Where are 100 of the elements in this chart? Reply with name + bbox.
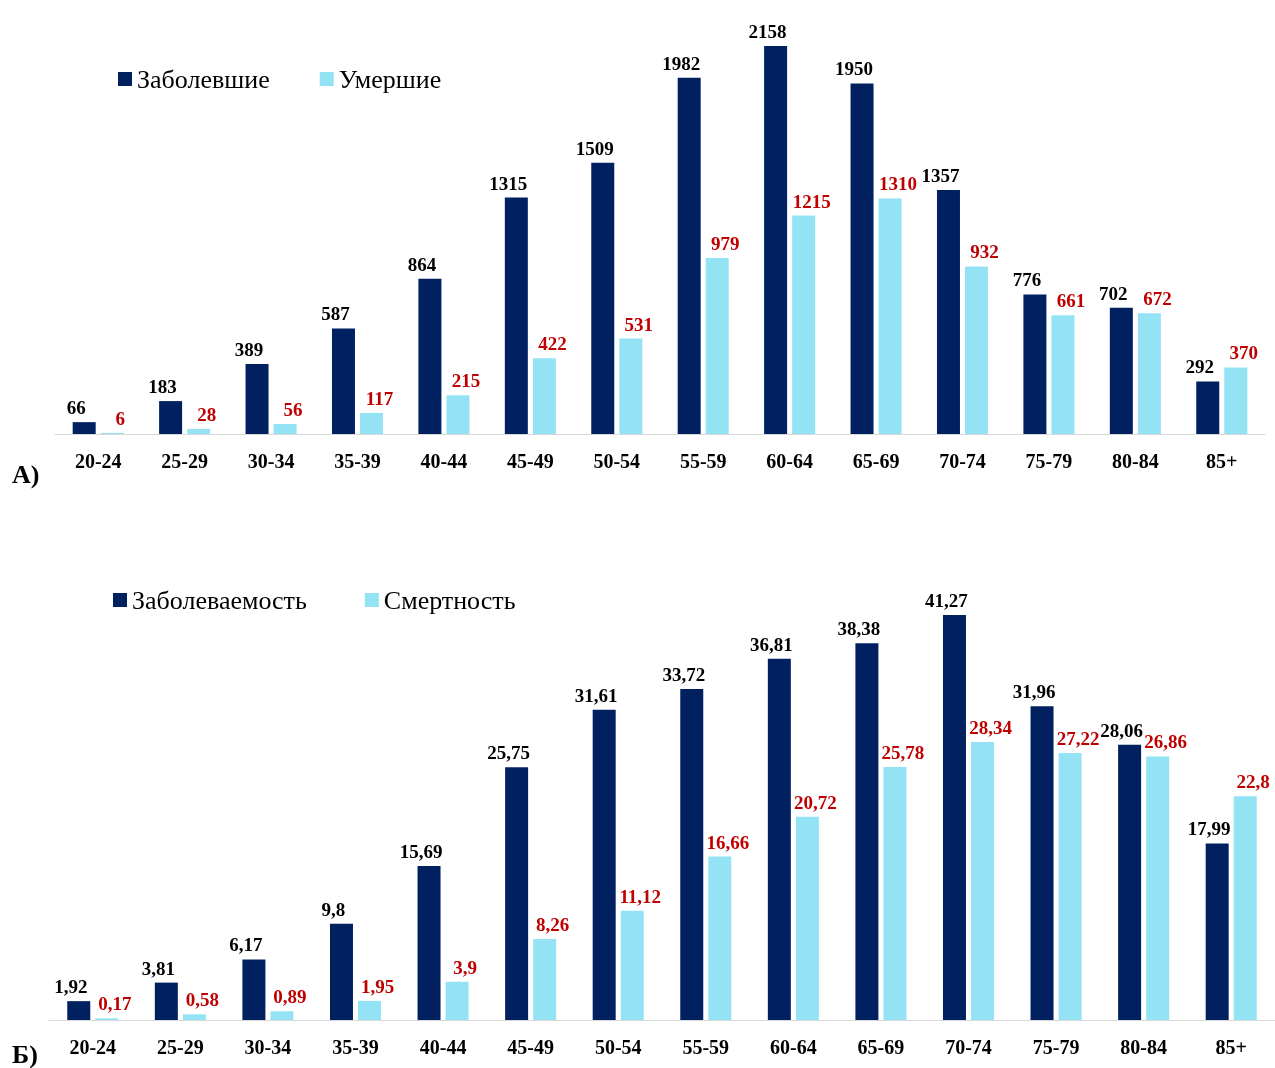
data-label: 3,81 <box>141 957 175 979</box>
x-tick-label: 50-54 <box>593 450 641 472</box>
data-label: 25,75 <box>487 742 530 764</box>
data-label: 28 <box>197 403 217 425</box>
bar <box>329 923 353 1020</box>
data-label: 41,27 <box>925 590 969 611</box>
x-tick-label: 55-59 <box>682 1036 730 1058</box>
bar <box>965 266 989 434</box>
x-tick-label: 45-49 <box>507 1036 554 1058</box>
bar <box>620 910 644 1020</box>
x-tick-label: 30-34 <box>247 450 295 472</box>
x-tick-label: 25-29 <box>157 1036 204 1058</box>
data-label: 292 <box>1185 356 1215 378</box>
bar <box>850 83 874 434</box>
data-label: 776 <box>1012 269 1042 291</box>
bar <box>360 412 384 434</box>
data-label: 587 <box>321 303 351 325</box>
data-label: 215 <box>451 370 481 392</box>
x-tick-label: 40-44 <box>420 450 468 472</box>
bar <box>1023 294 1047 434</box>
bar <box>591 162 615 434</box>
bar <box>705 257 729 434</box>
bar <box>273 423 297 434</box>
legend-label: Заболеваемость <box>132 585 307 615</box>
bar <box>532 358 556 434</box>
x-tick-label: 75-79 <box>1025 450 1073 472</box>
bar <box>792 215 816 434</box>
bar <box>1118 744 1142 1020</box>
bar <box>592 709 616 1020</box>
bar <box>1233 796 1257 1020</box>
data-label: 1,95 <box>360 975 395 997</box>
x-tick-label: 25-29 <box>161 450 208 472</box>
bar <box>764 46 788 434</box>
bar <box>505 767 529 1020</box>
data-label: 2158 <box>748 21 787 42</box>
bar <box>418 278 442 434</box>
data-label: 28,34 <box>969 716 1013 738</box>
x-tick-label: 65-69 <box>857 1036 905 1058</box>
data-label: 0,89 <box>273 986 307 1008</box>
data-label: 1315 <box>489 172 528 194</box>
data-label: 15,69 <box>399 841 443 863</box>
x-tick-label: 80-84 <box>1112 450 1159 472</box>
bar <box>855 643 879 1020</box>
bar <box>331 328 355 434</box>
bar <box>533 938 557 1020</box>
bar <box>708 856 732 1020</box>
x-tick-label: 65-69 <box>852 450 900 472</box>
data-label: 979 <box>710 232 740 254</box>
legend-label: Смертность <box>383 585 516 615</box>
x-tick-label: 35-39 <box>334 450 381 472</box>
data-label: 38,38 <box>837 618 881 640</box>
data-label: 28,06 <box>1100 719 1143 741</box>
bar <box>1146 756 1170 1020</box>
bar <box>942 615 966 1020</box>
data-label: 932 <box>970 241 999 263</box>
bar <box>417 866 441 1020</box>
x-tick-label: 80-84 <box>1120 1036 1167 1058</box>
x-tick-label: 20-24 <box>74 450 122 472</box>
bar <box>182 1014 206 1020</box>
bar <box>1196 381 1220 434</box>
data-label: 25,78 <box>881 742 925 764</box>
bar <box>971 741 995 1020</box>
bar <box>1205 843 1229 1020</box>
data-label: 16,66 <box>706 831 750 853</box>
data-label: 27,22 <box>1056 727 1100 749</box>
legend-label: Заболевшие <box>137 64 270 94</box>
data-label: 370 <box>1229 342 1259 364</box>
bar <box>936 190 960 434</box>
bar <box>446 395 470 434</box>
x-tick-label: 45-49 <box>507 450 554 472</box>
bar <box>154 982 178 1020</box>
x-tick-label: 40-44 <box>419 1036 467 1058</box>
data-label: 31,61 <box>574 684 618 706</box>
data-label: 1215 <box>792 190 831 212</box>
data-label: 22,8 <box>1236 771 1270 793</box>
data-label: 33,72 <box>662 664 706 686</box>
x-tick-label: 55-59 <box>679 450 727 472</box>
bar <box>1137 313 1161 434</box>
data-label: 1357 <box>921 165 960 187</box>
data-label: 702 <box>1099 282 1128 304</box>
text: Б) <box>12 1039 38 1068</box>
x-tick-label: 85+ <box>1206 450 1238 472</box>
bar <box>680 689 704 1020</box>
data-label: 6,17 <box>229 934 264 956</box>
x-tick-label: 35-39 <box>332 1036 379 1058</box>
data-label: 11,12 <box>619 885 662 907</box>
data-label: 1982 <box>662 52 701 74</box>
bar <box>1109 307 1133 434</box>
data-label: 0,58 <box>185 989 220 1011</box>
data-label: 183 <box>148 376 177 398</box>
x-tick-label: 75-79 <box>1032 1036 1080 1058</box>
data-label: 531 <box>624 313 654 335</box>
bar <box>187 428 211 434</box>
data-label: 17,99 <box>1187 818 1231 840</box>
x-tick-label: 60-64 <box>766 450 813 472</box>
data-label: 56 <box>283 398 303 420</box>
data-label: 117 <box>365 387 394 409</box>
data-label: 26,86 <box>1144 731 1188 753</box>
data-label: 36,81 <box>749 633 793 655</box>
bar <box>619 338 643 434</box>
